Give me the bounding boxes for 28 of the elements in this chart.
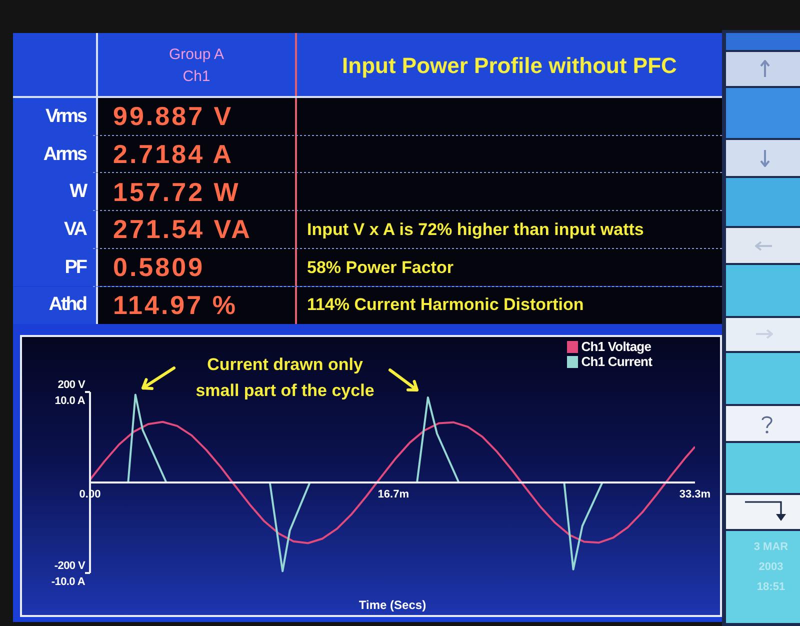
text: 157.72 W [113,176,240,207]
text: Input Power Profile without PFC [342,52,677,78]
legend-label: Ch1 Voltage [581,339,652,354]
annotation: Current drawn only small part of the cycle [194,354,376,402]
y-tick-label: -200 V [54,560,86,572]
category-label: Arms [13,136,96,174]
category-label: W [13,173,96,212]
text: 0.5809 [113,252,205,282]
text: Group A Ch1 [168,44,226,86]
category-label: PF [13,248,96,286]
x-tick-label: 33.3m [679,488,711,500]
x-axis-title: Time (Secs) [358,598,426,612]
text: 2.7184 A [113,139,234,170]
category-label: Vrms [13,98,96,136]
legend-label: Ch1 Current [581,354,652,369]
text: 3 MAR 2003 18:51 [752,540,790,595]
y2-tick-label: 10.0 A [54,395,86,407]
text: Input V x A is 72% higher than input watts [295,211,722,249]
text: 114.97 % [113,290,238,320]
text: 271.54 VA [113,214,252,244]
category-label: VA [13,211,96,249]
text: 114% Current Harmonic Distortion [295,286,722,324]
y-tick-label: 200 V [58,379,86,391]
y2-tick-label: -10.0 A [51,576,86,588]
text: 99.887 V [113,101,234,132]
category-label: Athd [13,286,96,324]
text: 58% Power Factor [295,248,722,286]
x-tick-label: 16.7m [378,488,410,500]
